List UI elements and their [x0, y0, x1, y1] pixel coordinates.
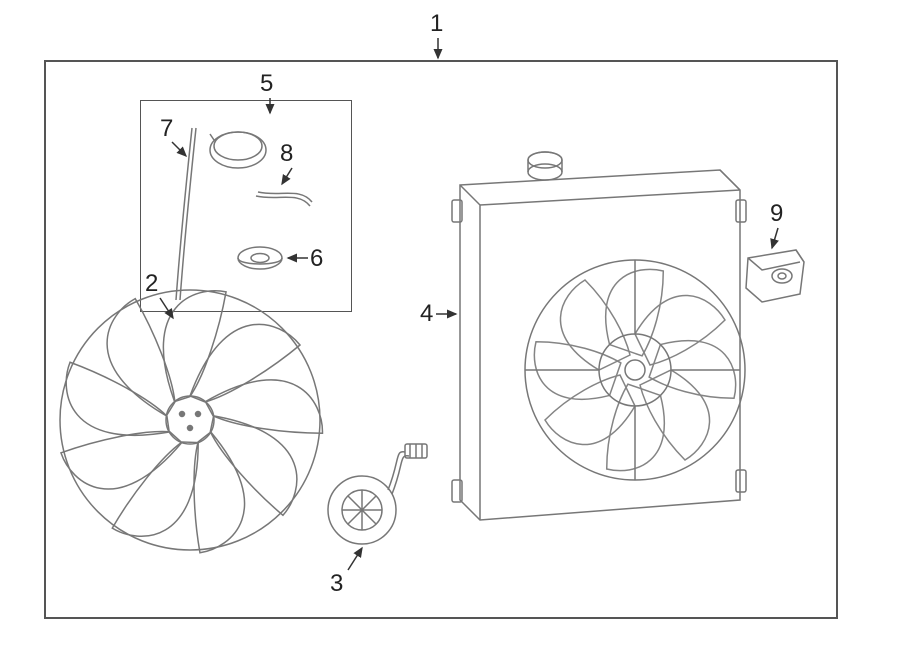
callout-8: 8: [280, 140, 293, 168]
callout-2: 2: [145, 270, 158, 298]
callout-5: 5: [260, 70, 273, 98]
diagram-canvas: 1 2 3 4 5 6 7 8 9: [0, 0, 900, 662]
callout-7: 7: [160, 115, 173, 143]
callout-1: 1: [430, 10, 443, 38]
callout-3: 3: [330, 570, 343, 598]
callout-9: 9: [770, 200, 783, 228]
callout-6: 6: [310, 245, 323, 273]
callout-4: 4: [420, 300, 433, 328]
